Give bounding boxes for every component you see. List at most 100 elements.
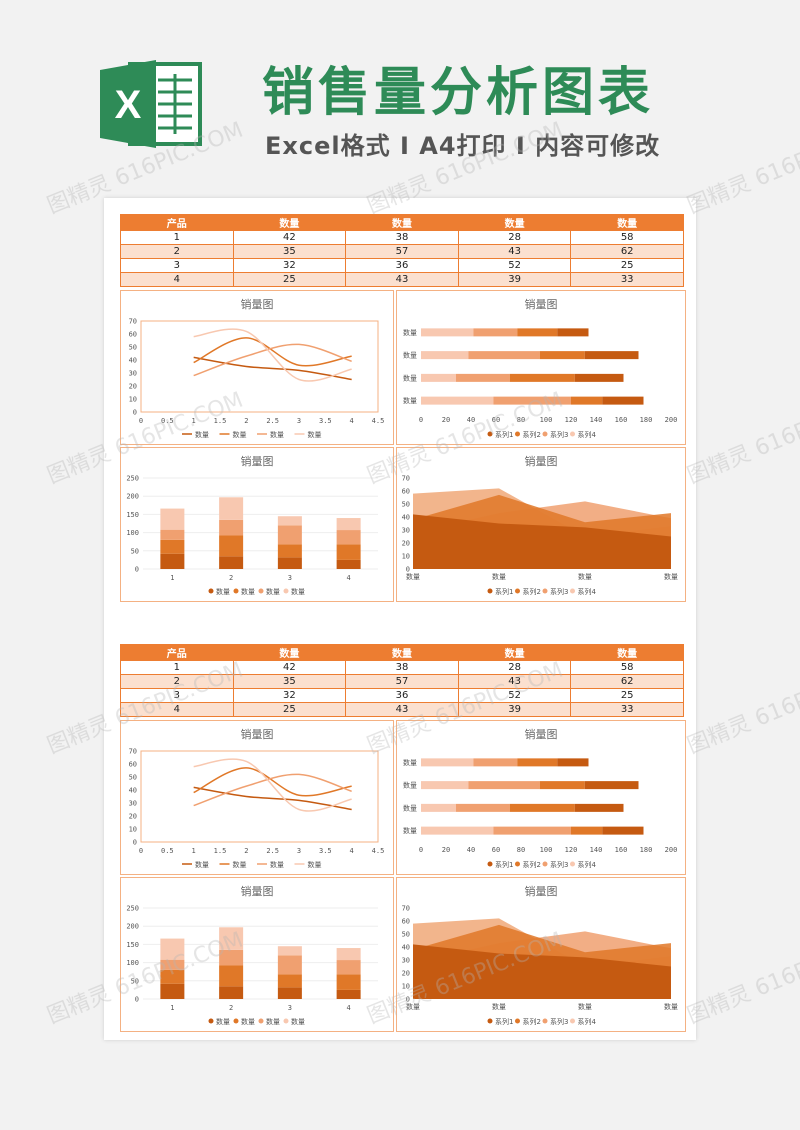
bar-segment [336, 974, 361, 990]
chart-title: 销量图 [241, 454, 274, 468]
x-tick-label: 0 [139, 417, 143, 425]
horizontal-bar-chart: 销量图 数量 数量 数量 数量 0 20 40 60 80 100 120 140 160 180 200 系列… [396, 290, 686, 445]
y-tick-label: 50 [129, 774, 137, 782]
x-category-label: 2 [229, 1004, 233, 1012]
y-tick-label: 0 [133, 839, 137, 847]
area-chart: 销量图 0 10 20 30 40 50 60 70 数量 数量 数量 数量 系列1 系列2 系列3 系列4 [396, 877, 686, 1032]
y-tick-label: 40 [129, 357, 137, 365]
table-cell: 3 [120, 258, 234, 273]
y-tick-label: 50 [129, 344, 137, 352]
legend-swatch [570, 861, 575, 867]
bar-segment [277, 974, 302, 988]
y-tick-label: 50 [131, 547, 139, 555]
bar-segment [509, 373, 575, 382]
bar-segment [493, 396, 571, 405]
series-line [193, 767, 352, 797]
bar-segment [574, 373, 624, 382]
bar-segment [219, 927, 244, 950]
y-tick-label: 20 [402, 970, 410, 978]
bar-segment [421, 396, 494, 405]
y-tick-label: 30 [129, 370, 137, 378]
y-tick-label: 60 [402, 918, 410, 926]
table-header: 数量 [232, 644, 347, 661]
header: X 销售量分析图表 Excel格式 I A4打印 I 内容可修改 [0, 0, 800, 195]
legend-swatch [283, 588, 289, 594]
x-category-label: 数量 [664, 1002, 678, 1011]
x-tick-label: 2.5 [266, 417, 279, 425]
table-cell: 4 [120, 702, 234, 717]
y-tick-label: 0 [133, 409, 137, 417]
x-tick-label: 80 [517, 416, 525, 424]
stacked-bar-chart-svg: 销量图 0 50 100 150 200 250 1 2 3 4 数量 数量 数量 数量 [126, 454, 378, 596]
x-category-label: 3 [288, 1004, 292, 1012]
bar-segment [602, 396, 644, 405]
x-tick-label: 100 [540, 846, 553, 854]
table-cell: 28 [457, 230, 572, 245]
chart-title: 销量图 [525, 454, 558, 468]
bar-segment [584, 781, 639, 790]
x-category-label: 数量 [664, 572, 678, 581]
table-cell: 57 [345, 244, 459, 259]
bar-segment [219, 986, 244, 999]
x-category-label: 数量 [406, 1002, 420, 1011]
table-cell: 39 [457, 272, 572, 287]
table-header: 数量 [570, 644, 684, 661]
x-tick-label: 3.5 [319, 847, 332, 855]
legend-label: 系列1 [495, 430, 513, 439]
table-row: 4 25 43 39 33 [120, 702, 684, 717]
table-header: 数量 [570, 214, 684, 231]
legend-label: 数量 [291, 1017, 305, 1026]
legend-label: 系列2 [523, 430, 541, 439]
series-line [193, 337, 352, 367]
x-tick-label: 0 [419, 846, 423, 854]
bar-segment [160, 983, 185, 999]
bar-segment [473, 328, 518, 337]
y-category-label: 数量 [403, 351, 417, 360]
x-tick-label: 4 [350, 847, 354, 855]
table-row: 3 32 36 52 25 [120, 688, 684, 703]
x-tick-label: 2.5 [266, 847, 279, 855]
y-tick-label: 70 [402, 905, 410, 913]
series-line [193, 786, 352, 811]
bar-segment [277, 946, 302, 956]
x-tick-label: 0.5 [161, 417, 174, 425]
table-cell: 39 [457, 702, 572, 717]
x-tick-label: 1 [192, 417, 196, 425]
data-table: 产品 数量 数量 数量 数量 1 42 38 28 58 2 35 57 43 62 3 32 36 52 25 4 25… [120, 214, 684, 287]
stacked-bar-chart: 销量图 0 50 100 150 200 250 1 2 3 4 数量 数量 数量 数量 [120, 877, 394, 1032]
legend-label: 系列4 [578, 430, 597, 439]
bar-segment [160, 959, 185, 970]
table-cell: 62 [570, 674, 684, 689]
report-block: 产品 数量 数量 数量 数量 1 42 38 28 58 2 35 57 43 62 3 32 36 52 25 4 25… [120, 214, 686, 602]
series-line [193, 356, 352, 381]
table-cell: 43 [345, 272, 459, 287]
line-chart-svg: 销量图 0 10 20 30 40 50 60 70 0 0.5 1 1.5 2 2.5 3 3.5 4 4.5 数量… [129, 297, 385, 439]
table-cell: 35 [232, 674, 347, 689]
y-tick-label: 60 [402, 488, 410, 496]
bar-segment [219, 497, 244, 520]
x-tick-label: 2 [244, 417, 248, 425]
chart-title: 销量图 [525, 884, 558, 898]
table-cell: 36 [345, 258, 459, 273]
table-cell: 25 [570, 258, 684, 273]
bar-segment [219, 949, 244, 966]
x-tick-label: 80 [517, 846, 525, 854]
x-tick-label: 20 [442, 846, 450, 854]
x-tick-label: 0.5 [161, 847, 174, 855]
table-row: 1 42 38 28 58 [120, 660, 684, 675]
bar-segment [277, 987, 302, 999]
table-cell: 1 [120, 660, 234, 675]
bar-segment [421, 328, 474, 337]
table-cell: 28 [457, 660, 572, 675]
bar-segment [219, 556, 244, 569]
legend-swatch [542, 588, 548, 594]
legend-swatch [258, 1018, 264, 1024]
y-tick-label: 250 [126, 905, 139, 913]
x-tick-label: 120 [565, 846, 578, 854]
x-tick-label: 40 [467, 416, 475, 424]
x-tick-label: 160 [615, 846, 628, 854]
bar-segment [160, 508, 185, 530]
x-tick-label: 1.5 [214, 417, 227, 425]
x-tick-label: 3.5 [319, 417, 332, 425]
